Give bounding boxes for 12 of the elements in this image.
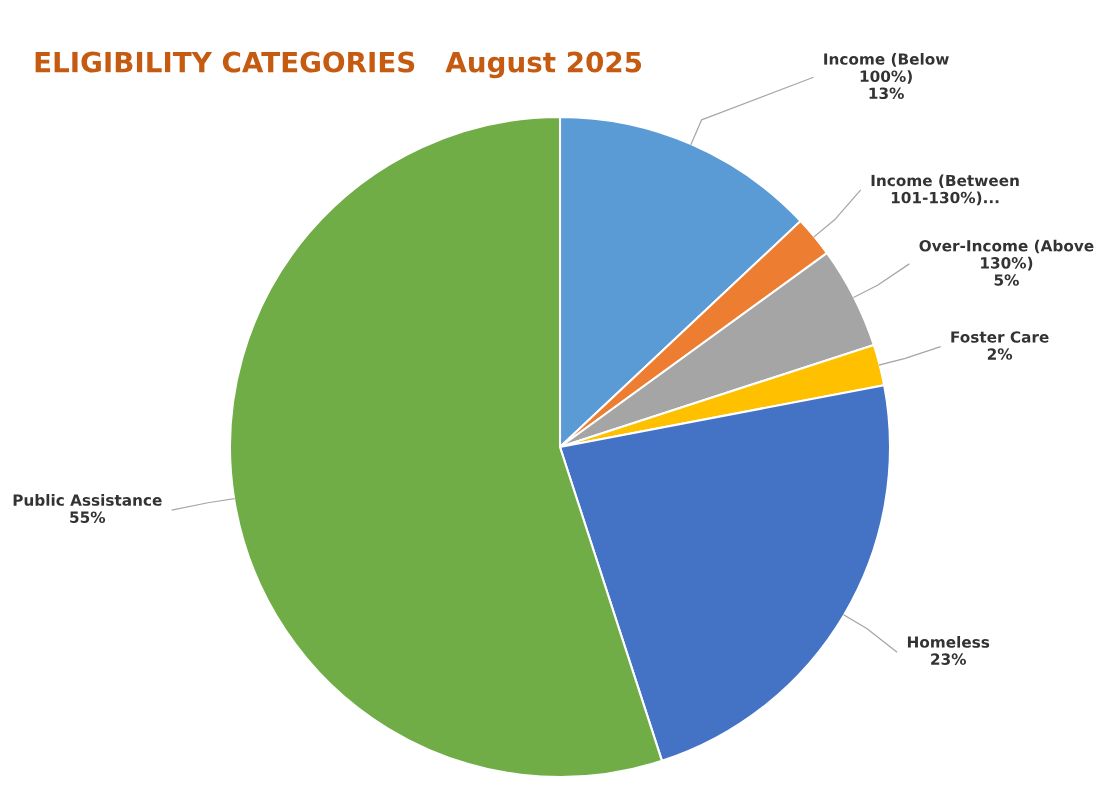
slice-label: Income (Between 101-130%)... — [871, 174, 1019, 206]
data-label: 55% — [70, 511, 106, 523]
data-label: 5% — [994, 274, 1019, 286]
slice-label: Over-Income (Above 130%) — [919, 239, 1094, 271]
slice-label: Public Assistance — [13, 494, 162, 506]
chart-title: ELIGIBILITY CATEGORIES August 2025 — [35, 51, 642, 79]
data-label: 2% — [987, 348, 1013, 360]
data-label: 23% — [931, 653, 967, 665]
data-label: 13% — [869, 87, 904, 100]
slice-label: Foster Care — [951, 331, 1049, 343]
slice-label: Homeless — [907, 635, 990, 648]
slice-label: Income (Below 100%) — [824, 53, 949, 84]
